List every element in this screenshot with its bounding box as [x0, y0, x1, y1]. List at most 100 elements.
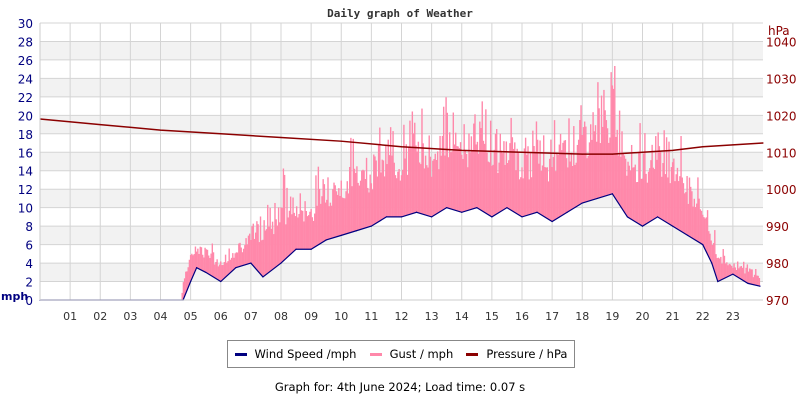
x-tick-label: 23 [726, 310, 740, 323]
pressure-point [581, 153, 583, 155]
x-tick-label: 22 [696, 310, 710, 323]
x-tick-label: 19 [605, 310, 619, 323]
wind-speed-point [250, 262, 252, 264]
x-tick-label: 15 [485, 310, 499, 323]
y2-tick-label: 1000 [766, 183, 797, 197]
wind-speed-point [461, 211, 463, 213]
y2-tick-label: 1020 [766, 109, 797, 123]
chart-title: Daily graph of Weather [327, 7, 473, 20]
wind-speed-point [431, 216, 433, 218]
y2-axis-label: hPa [768, 24, 790, 38]
pressure-point [702, 146, 704, 148]
y-tick-label: 28 [18, 35, 33, 49]
legend-wind: Wind Speed /mph [234, 347, 356, 361]
wind-speed-point [262, 276, 264, 278]
y-tick-label: 30 [18, 17, 33, 31]
x-tick-label: 13 [425, 310, 439, 323]
wind-speed-point [711, 262, 713, 264]
pressure-point [159, 129, 162, 131]
y-tick-label: 12 [18, 183, 33, 197]
pressure-swatch-icon [466, 353, 479, 356]
wind-speed-point [340, 234, 342, 236]
x-tick-label: 02 [93, 310, 107, 323]
wind-speed-point [355, 230, 357, 232]
wind-speed-point [506, 207, 508, 209]
wind-speed-point [687, 234, 689, 236]
pressure-line [39, 118, 764, 155]
x-tick-label: 21 [666, 310, 680, 323]
y-tick-label: 14 [18, 165, 33, 179]
pressure-point [672, 149, 674, 152]
x-tick-label: 03 [123, 310, 137, 323]
y2-tick-label: 990 [766, 220, 789, 234]
x-tick-label: 20 [636, 310, 650, 323]
y-tick-label: 24 [18, 72, 33, 86]
x-tick-label: 11 [364, 310, 378, 323]
x-tick-label: 01 [63, 310, 77, 323]
wind-speed-point [581, 202, 583, 204]
wind-speed-point [476, 207, 478, 209]
wind-speed-point [521, 216, 523, 218]
y2-tick-label: 980 [766, 257, 789, 271]
y-axis-label: mph [1, 290, 28, 303]
y-tick-label: 2 [25, 276, 33, 290]
pressure-point [280, 136, 282, 139]
y2-tick-label: 1040 [766, 35, 797, 49]
pressure-point [99, 123, 101, 126]
x-tick-label: 16 [515, 310, 529, 323]
wind-speed-point [370, 225, 372, 227]
wind-speed-point [611, 193, 613, 195]
wind-speed-point [717, 280, 719, 283]
x-tick-label: 07 [244, 310, 258, 323]
wind-speed-point [491, 216, 493, 218]
y2-tick-label: 970 [766, 294, 789, 308]
wind-speed-point [220, 280, 222, 283]
wind-speed-point [415, 211, 418, 213]
y-tick-label: 26 [18, 54, 33, 68]
pressure-point [461, 149, 463, 152]
wind-speed-point [536, 211, 538, 213]
y-tick-label: 0 [25, 294, 33, 308]
wind-speed-point [566, 211, 568, 213]
wind-speed-point [641, 225, 644, 227]
x-tick-label: 12 [395, 310, 409, 323]
x-tick-label: 10 [334, 310, 348, 323]
y-tick-label: 20 [18, 109, 33, 123]
wind-speed-point [295, 248, 297, 250]
x-tick-label: 18 [575, 310, 589, 323]
y-tick-label: 10 [18, 202, 33, 216]
y-tick-label: 18 [18, 128, 33, 142]
x-tick-label: 04 [154, 310, 168, 323]
gust-swatch-icon [369, 353, 382, 356]
y-tick-label: 6 [25, 239, 33, 253]
y2-tick-label: 1030 [766, 72, 797, 86]
pressure-point [340, 140, 342, 142]
wind-speed-point [205, 271, 207, 273]
legend: Wind Speed /mph Gust / mph Pressure / hP… [227, 340, 575, 368]
y-tick-label: 4 [25, 257, 33, 271]
y-tick-label: 16 [18, 146, 33, 160]
wind-speed-point [626, 216, 629, 218]
wind-speed-point [732, 273, 734, 275]
pressure-point [732, 144, 734, 146]
wind-speed-point [400, 216, 403, 218]
x-tick-label: 09 [304, 310, 318, 323]
footer-text: Graph for: 4th June 2024; Load time: 0.0… [274, 380, 526, 394]
pressure-point [400, 146, 403, 148]
wind-speed-point [672, 225, 674, 227]
wind-speed-point [747, 282, 749, 284]
legend-gust: Gust / mph [369, 347, 453, 361]
wind-speed-point [190, 280, 192, 283]
pressure-point [611, 153, 613, 155]
x-tick-label: 17 [545, 310, 559, 323]
y-tick-label: 22 [18, 91, 33, 105]
x-tick-label: 14 [455, 310, 469, 323]
wind-speed-point [656, 216, 659, 218]
wind-speed-point [325, 239, 327, 241]
x-tick-label: 06 [214, 310, 228, 323]
x-tick-label: 08 [274, 310, 288, 323]
pressure-point [641, 151, 644, 153]
y2-tick-label: 1010 [766, 146, 797, 160]
pressure-point [521, 151, 523, 153]
